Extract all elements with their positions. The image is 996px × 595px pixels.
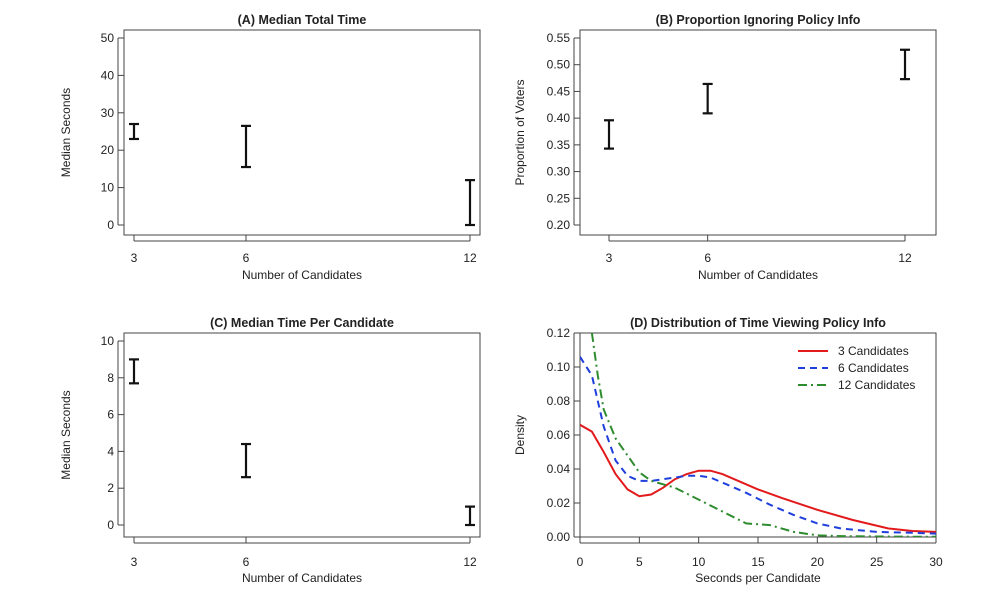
panel-a: (A) Median Total Time 0 10 20 30 40 50 3 6 12 Numb… [59,13,481,282]
panel-d: (D) Distribution of Time Viewing Policy … [513,316,943,585]
density-line-series-3 [590,333,936,537]
panel-c: (C) Median Time Per Candidate 0 2 4 6 8 10 3 6 12… [59,316,481,585]
panel-b: (B) Proportion Ignoring Policy Info 0.20 0… [513,13,937,282]
y-tick-label: 8 [107,371,114,385]
y-tick-label: 0.02 [547,496,571,510]
x-tick-label: 3 [131,555,138,569]
x-tick-label: 5 [636,555,643,569]
y-axis-label: Median Seconds [59,390,73,479]
error-bar [241,124,251,169]
y-tick-label: 0.50 [547,58,571,72]
x-tick-label: 12 [463,251,477,265]
y-tick-label: 0 [107,218,114,232]
density-line-series-1 [580,423,936,533]
y-tick-label: 0.08 [547,394,571,408]
y-tick-label: 0.06 [547,428,571,442]
chart-title: (B) Proportion Ignoring Policy Info [656,13,861,27]
y-tick-label: 50 [101,31,115,45]
x-tick-label: 15 [751,555,765,569]
x-axis-label: Seconds per Candidate [695,571,821,585]
x-tick-label: 12 [898,251,912,265]
chart-title: (A) Median Total Time [238,13,367,27]
y-tick-label: 2 [107,481,114,495]
y-axis-label: Density [513,415,527,455]
chart-title: (D) Distribution of Time Viewing Policy … [630,316,886,330]
y-tick-label: 20 [101,143,115,157]
y-tick-label: 0.35 [547,138,571,152]
legend-label: 3 Candidates [838,344,909,358]
plot-frame [579,29,937,236]
x-tick-label: 20 [811,555,825,569]
y-axis-label: Proportion of Voters [513,79,527,185]
y-axis-label: Median Seconds [59,88,73,177]
legend-label: 6 Candidates [838,361,909,375]
x-tick-label: 3 [606,251,613,265]
x-tick-label: 6 [243,251,250,265]
y-tick-label: 0.20 [547,218,571,232]
y-tick-label: 6 [107,408,114,422]
error-bar [465,505,475,527]
y-tick-label: 10 [101,181,115,195]
y-tick-label: 0.55 [547,31,571,45]
legend: 3 Candidates 6 Candidates 12 Candidates [798,344,915,392]
plot-frame [123,332,481,538]
y-tick-label: 4 [107,444,114,458]
y-tick-label: 40 [101,68,115,82]
y-tick-label: 0.10 [547,360,571,374]
y-tick-label: 30 [101,106,115,120]
error-bar [129,122,139,141]
error-bar [900,48,910,81]
x-axis-label: Number of Candidates [242,268,362,282]
error-bar [241,442,251,479]
error-bar [129,358,139,385]
y-tick-label: 0.40 [547,111,571,125]
x-tick-label: 6 [704,251,711,265]
legend-label: 12 Candidates [838,378,915,392]
error-bar [604,119,614,150]
x-tick-label: 0 [577,555,584,569]
y-tick-label: 0.25 [547,191,571,205]
y-tick-label: 0.00 [547,530,571,544]
x-tick-label: 6 [243,555,250,569]
error-bar [465,179,475,227]
x-tick-label: 25 [870,555,884,569]
y-tick-label: 0.30 [547,165,571,179]
x-tick-label: 12 [463,555,477,569]
x-tick-label: 3 [131,251,138,265]
y-tick-label: 0.04 [547,462,571,476]
plot-frame [123,29,481,236]
chart-title: (C) Median Time Per Candidate [210,316,394,330]
x-tick-label: 30 [929,555,943,569]
x-axis-label: Number of Candidates [242,571,362,585]
y-tick-label: 0 [107,518,114,532]
y-tick-label: 0.12 [547,326,571,340]
y-tick-label: 0.45 [547,84,571,98]
y-tick-label: 10 [101,334,115,348]
x-tick-label: 10 [692,555,706,569]
error-bar [702,82,713,115]
x-axis-label: Number of Candidates [698,268,818,282]
